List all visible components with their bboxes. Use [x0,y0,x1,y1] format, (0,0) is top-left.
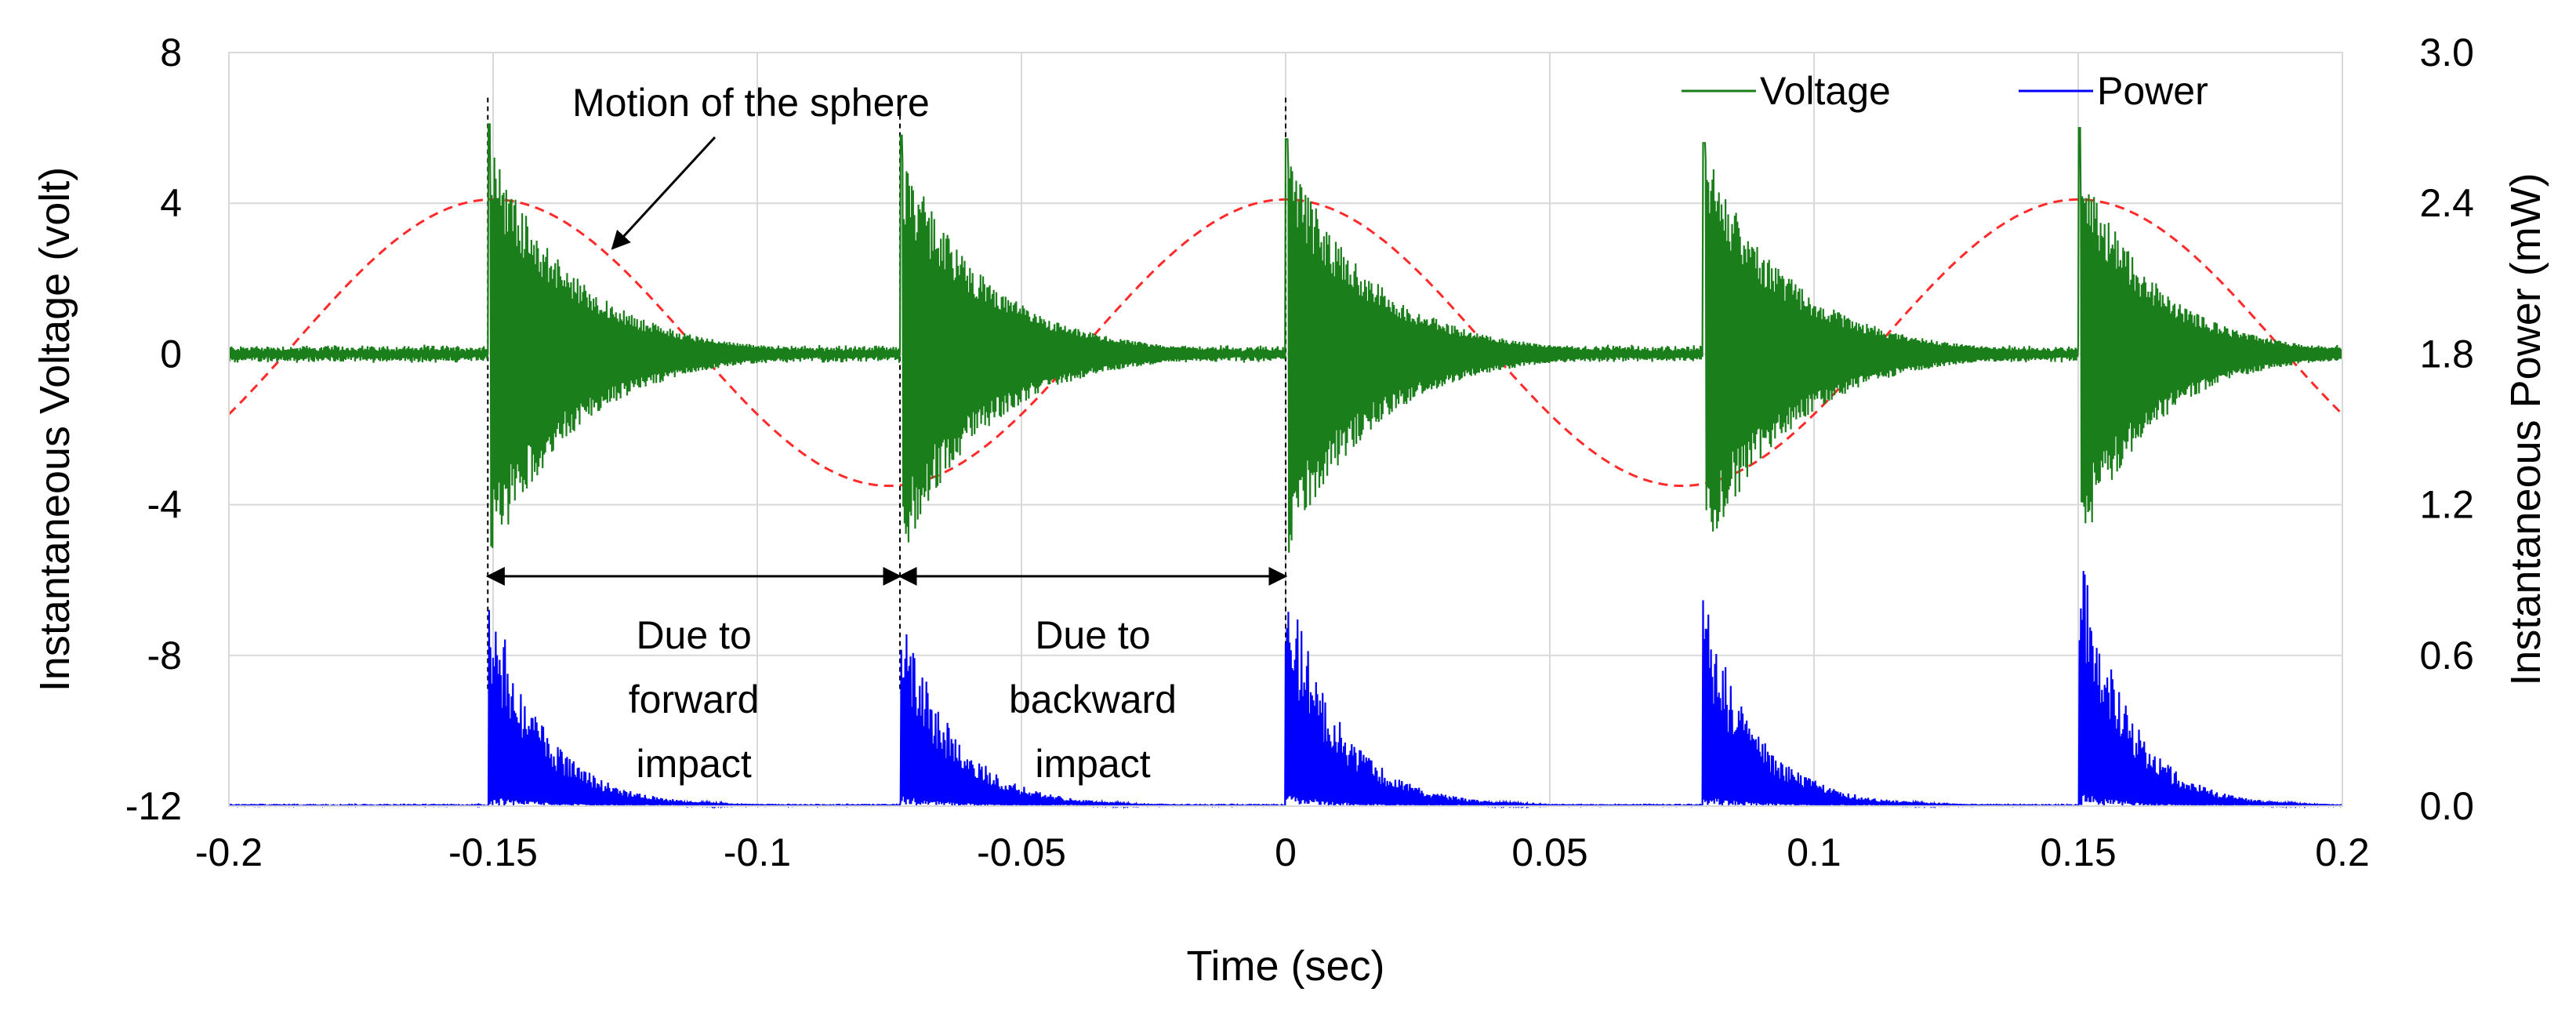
y-right-axis-title: Instantaneous Power (mW) [2502,173,2549,685]
x-tick-label: 0.05 [1511,830,1587,874]
x-tick-label: -0.15 [448,830,538,874]
legend-label-power: Power [2097,69,2208,113]
y-right-tick-label: 1.8 [2419,332,2474,376]
y-left-tick-label: -4 [147,483,182,527]
x-tick-label: -0.05 [977,830,1066,874]
voltage-line [227,123,2344,553]
forward-impact-label: Due to [636,613,751,657]
x-axis-title: Time (sec) [1187,943,1385,990]
backward-impact-label: backward [1009,678,1177,721]
y-left-tick-label: 8 [160,31,182,74]
x-tick-label: 0.2 [2315,830,2370,874]
annotation-motion-label: Motion of the sphere [572,81,930,125]
x-tick-label: -0.1 [724,830,791,874]
y-left-tick-label: -12 [125,784,182,828]
forward-impact-label: impact [636,742,751,786]
forward-impact-label: forward [629,678,760,721]
y-right-tick-label: 0.0 [2419,784,2474,828]
y-left-tick-label: 0 [160,332,182,376]
y-right-tick-label: 3.0 [2419,31,2474,74]
x-tick-label: 0.1 [1787,830,1841,874]
backward-impact-label: Due to [1035,613,1150,657]
y-right-tick-label: 1.2 [2419,483,2474,527]
y-left-axis-ticks: 8 4 0 -4 -8 -12 [125,31,182,828]
annotations: Motion of the sphere Due to forward impact D… [485,81,1288,786]
y-left-tick-label: 4 [160,181,182,225]
voltage-series [227,123,2344,553]
backward-impact-label: impact [1035,742,1150,786]
y-right-axis-ticks: 3.0 2.4 1.8 1.2 0.6 0.0 [2419,31,2474,828]
legend-label-voltage: Voltage [1760,69,1891,113]
x-tick-label: 0.15 [2040,830,2116,874]
y-left-axis-title: Instantaneous Voltage (volt) [31,167,78,692]
x-tick-label: 0 [1275,830,1297,874]
y-right-tick-label: 0.6 [2419,634,2474,678]
x-axis-ticks: -0.2 -0.15 -0.1 -0.05 0 0.05 0.1 0.15 0.2 [195,830,2370,874]
legend: Voltage Power [1682,69,2208,113]
plot-area-frame [228,52,2343,807]
annotation-motion-arrow [611,136,717,250]
y-left-tick-label: -8 [147,634,182,678]
power-line [228,571,2343,809]
power-series [228,571,2343,809]
x-tick-label: -0.2 [195,830,263,874]
y-right-tick-label: 2.4 [2419,181,2474,225]
